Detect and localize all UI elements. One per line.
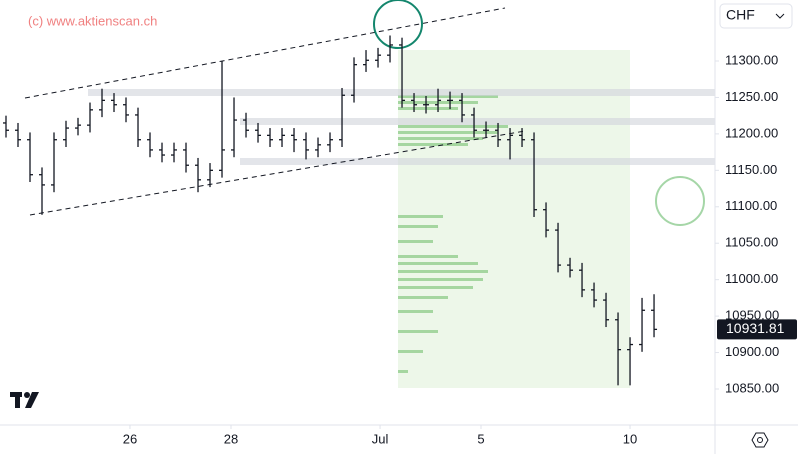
x-tick-label: 26 bbox=[123, 431, 137, 446]
tv-logo bbox=[10, 392, 39, 408]
y-tick-label: 11050.00 bbox=[725, 235, 778, 250]
highlight-circle bbox=[373, 0, 423, 49]
y-tick-label: 11150.00 bbox=[725, 162, 777, 177]
y-tick-label: 10950.00 bbox=[725, 308, 779, 323]
highlight-circle bbox=[655, 176, 705, 226]
y-tick-label: 10850.00 bbox=[725, 380, 779, 395]
x-tick-label: Jul bbox=[372, 431, 389, 446]
x-tick-label: 10 bbox=[623, 431, 637, 446]
currency[interactable]: CHF bbox=[726, 7, 755, 23]
y-tick-label: 11250.00 bbox=[725, 89, 778, 104]
x-tick-label: 28 bbox=[224, 431, 238, 446]
dropdown-arrow bbox=[775, 13, 785, 19]
trend-channel bbox=[24, 7, 526, 216]
watermark: (c) www.aktienscan.ch bbox=[28, 13, 157, 28]
y-tick-label: 11100.00 bbox=[725, 198, 777, 213]
x-tick-label: 5 bbox=[477, 431, 484, 446]
currency-dropdown[interactable] bbox=[719, 3, 793, 29]
settings-icon bbox=[757, 437, 763, 443]
y-tick-label: 10900.00 bbox=[725, 344, 779, 359]
last-price-box bbox=[717, 319, 797, 340]
y-tick-label: 11300.00 bbox=[725, 52, 778, 67]
volume-profile bbox=[398, 95, 508, 373]
y-tick-label: 11200.00 bbox=[725, 125, 778, 140]
volume-profile-zone bbox=[398, 50, 630, 388]
settings-button[interactable] bbox=[751, 432, 769, 448]
y-tick-label: 11000.00 bbox=[725, 271, 778, 286]
last-price-label: 10931.81 bbox=[726, 320, 785, 336]
